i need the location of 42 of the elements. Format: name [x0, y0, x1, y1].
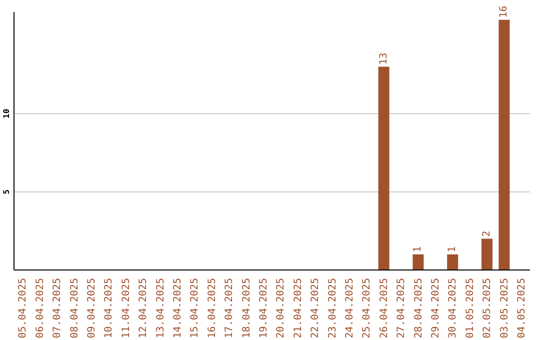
x-tick-label: 19.04.2025: [258, 278, 270, 338]
y-tick-label: 10: [2, 108, 11, 118]
x-tick-label: 09.04.2025: [86, 278, 98, 338]
bar: [412, 254, 424, 270]
x-tick-label: 26.04.2025: [378, 278, 390, 338]
x-tick-label: 28.04.2025: [413, 278, 424, 338]
x-tick-label: 25.04.2025: [362, 278, 373, 338]
bar: [481, 238, 492, 270]
bar: [498, 20, 510, 270]
x-tick-label: 18.04.2025: [241, 278, 252, 338]
x-tick-label: 07.04.2025: [52, 278, 64, 338]
x-tick-label: 14.04.2025: [172, 278, 184, 338]
x-tick-label: 16.04.2025: [206, 278, 218, 338]
x-tick-label: 30.04.2025: [448, 278, 459, 338]
x-tick-label: 06.04.2025: [34, 278, 46, 338]
data-label: 1: [447, 246, 458, 252]
data-label: 2: [481, 230, 492, 237]
x-tick-label: 01.05.2025: [464, 278, 476, 338]
x-tick-label: 24.04.2025: [344, 278, 356, 338]
y-tick-label: 5: [2, 189, 11, 194]
x-tick-label: 05.04.2025: [18, 278, 29, 338]
x-tick-label: 20.04.2025: [276, 278, 287, 338]
data-label: 13: [378, 52, 390, 65]
x-tick-label: 17.04.2025: [224, 278, 236, 338]
x-tick-label: 02.05.2025: [482, 278, 494, 338]
x-tick-label: 11.04.2025: [120, 278, 132, 338]
bar: [378, 66, 390, 270]
bar: [447, 254, 458, 270]
data-label: 16: [498, 6, 510, 18]
x-tick-label: 22.04.2025: [310, 278, 322, 338]
x-tick-label: 21.04.2025: [292, 278, 304, 338]
x-tick-label: 15.04.2025: [190, 278, 201, 338]
x-tick-label: 27.04.2025: [396, 278, 408, 338]
x-tick-label: 12.04.2025: [138, 278, 150, 338]
x-tick-label: 04.05.2025: [516, 278, 528, 338]
x-tick-label: 10.04.2025: [104, 278, 115, 338]
x-tick-label: 29.04.2025: [430, 278, 442, 338]
x-tick-label: 23.04.2025: [327, 278, 338, 338]
x-tick-label: 08.04.2025: [69, 278, 80, 338]
data-label: 1: [412, 246, 424, 252]
x-tick-label: 03.05.2025: [499, 278, 510, 338]
x-tick-label: 13.04.2025: [155, 278, 166, 338]
